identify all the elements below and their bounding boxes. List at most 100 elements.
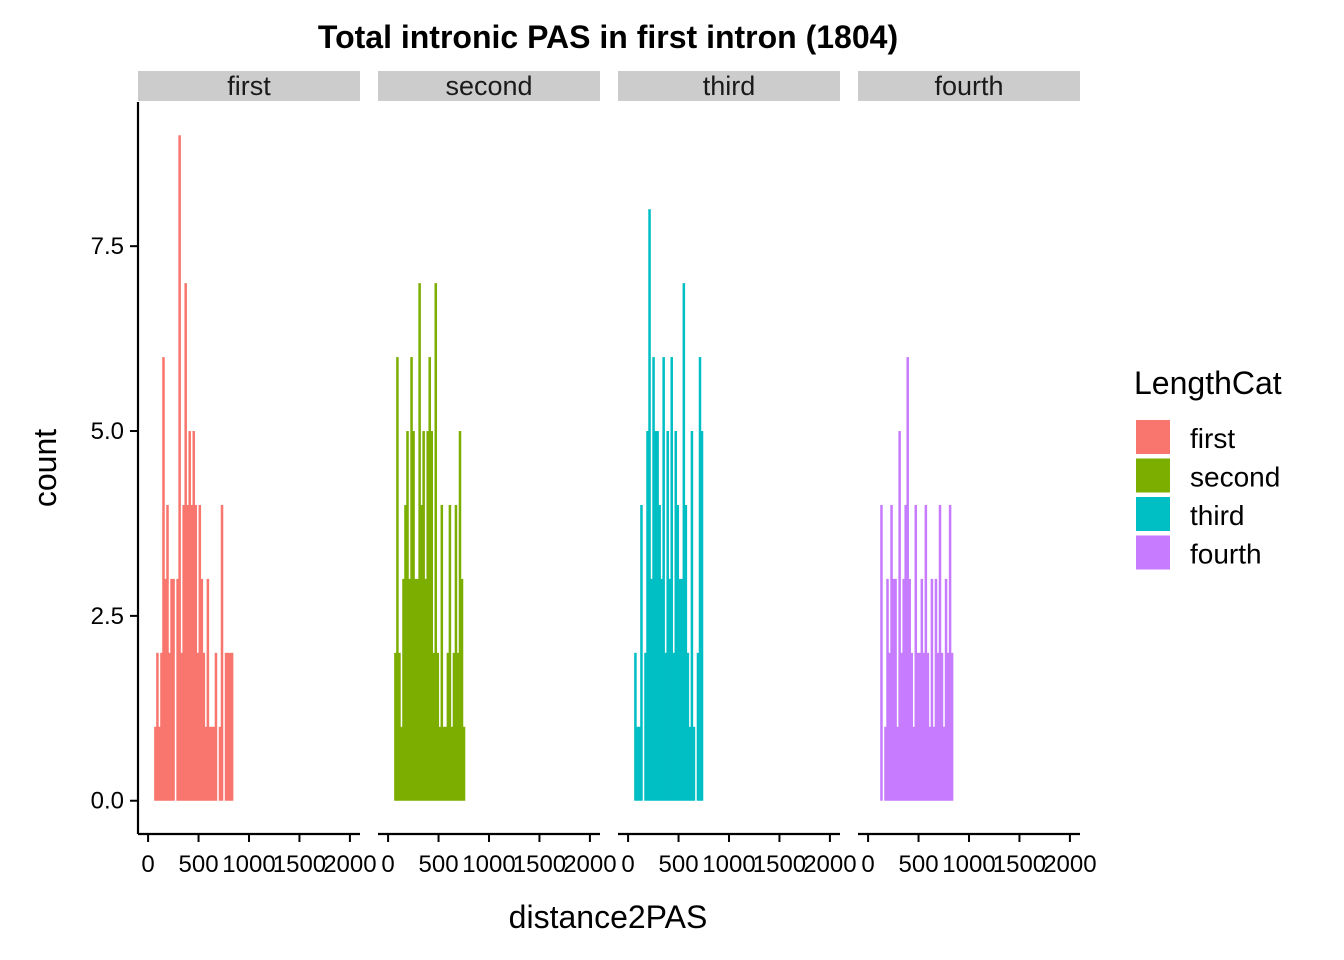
chart-title: Total intronic PAS in first intron (1804… (318, 19, 898, 55)
x-tick-label-first-1000: 1000 (222, 851, 275, 878)
bar-fourth-24 (922, 652, 926, 801)
bar-fourth-36 (946, 652, 950, 801)
y-tick-label-3: 7.5 (91, 233, 124, 260)
bar-second-16 (426, 431, 429, 801)
bar-third-7 (648, 209, 651, 801)
bar-third-15 (664, 652, 667, 801)
bar-first-21 (196, 652, 200, 801)
bar-second-25 (444, 726, 448, 801)
bar-first-7 (168, 652, 171, 801)
bar-first-0 (154, 726, 157, 801)
bar-first-26 (206, 578, 210, 801)
bar-fourth-14 (902, 578, 905, 801)
legend-key-fourth (1136, 535, 1170, 570)
bar-first-19 (192, 431, 196, 801)
strip-label-second: second (445, 71, 532, 101)
bar-second-32 (458, 431, 462, 801)
bar-first-3 (160, 652, 163, 801)
bar-first-38 (230, 652, 234, 801)
strip-label-fourth: fourth (934, 71, 1003, 101)
bar-third-10 (654, 431, 657, 801)
x-tick-label-fourth-1000: 1000 (942, 851, 995, 878)
bar-first-15 (184, 283, 187, 801)
bar-second-13 (420, 504, 423, 801)
bar-first-14 (182, 504, 185, 801)
strip-label-third: third (703, 71, 756, 101)
bar-third-28 (690, 431, 694, 801)
bar-third-20 (674, 431, 678, 801)
bar-third-31 (696, 652, 700, 801)
bar-fourth-18 (910, 652, 913, 801)
legend-key-second (1136, 458, 1170, 493)
bar-third-11 (656, 431, 659, 801)
bar-second-12 (418, 283, 421, 801)
legend: LengthCat first second third fourth (1134, 365, 1282, 570)
bar-fourth-22 (918, 652, 922, 801)
x-tick-label-second-1500: 1500 (513, 851, 566, 878)
bar-third-32 (698, 357, 702, 801)
bar-fourth-38 (950, 652, 954, 801)
bar-first-6 (166, 504, 169, 801)
bar-fourth-32 (938, 504, 942, 801)
bar-third-21 (676, 504, 680, 801)
bar-fourth-6 (886, 578, 889, 801)
bar-first-22 (198, 504, 202, 801)
bar-third-2 (638, 726, 641, 801)
bar-first-24 (202, 652, 206, 801)
bar-first-1 (156, 652, 159, 801)
bar-second-7 (408, 578, 411, 801)
bar-second-8 (410, 357, 413, 801)
bar-second-20 (434, 283, 438, 801)
bar-third-6 (646, 431, 649, 801)
legend-label-second: second (1190, 462, 1280, 493)
bar-fourth-7 (888, 652, 891, 801)
bar-third-0 (634, 652, 637, 801)
y-tick-label-0: 0.0 (91, 788, 124, 815)
bar-third-19 (672, 652, 676, 801)
x-tick-label-fourth-2000: 2000 (1043, 851, 1096, 878)
bar-third-5 (644, 652, 647, 801)
bar-first-8 (170, 578, 173, 801)
bar-fourth-30 (934, 578, 938, 801)
bar-second-5 (404, 504, 407, 801)
bar-fourth-29 (932, 726, 936, 801)
bar-third-23 (680, 578, 684, 801)
bar-first-17 (188, 431, 191, 801)
x-tick-label-first-0: 0 (141, 851, 154, 878)
legend-title: LengthCat (1134, 365, 1282, 401)
bar-fourth-13 (900, 652, 903, 801)
x-tick-label-fourth-500: 500 (899, 851, 939, 878)
bar-first-4 (162, 357, 165, 801)
bar-third-25 (684, 504, 688, 801)
bar-second-24 (442, 726, 446, 801)
bar-first-28 (210, 726, 214, 801)
bar-second-18 (430, 431, 433, 801)
legend-label-fourth: fourth (1190, 539, 1262, 570)
bar-first-2 (158, 726, 161, 801)
bar-second-1 (396, 357, 399, 801)
bar-first-25 (204, 726, 208, 801)
bar-fourth-35 (944, 578, 948, 801)
x-tick-label-second-500: 500 (419, 851, 459, 878)
bar-fourth-25 (924, 504, 928, 801)
bar-second-23 (440, 504, 444, 801)
bar-first-27 (208, 726, 212, 801)
bar-fourth-21 (916, 652, 920, 801)
bar-second-14 (422, 431, 425, 801)
bar-fourth-28 (930, 578, 934, 801)
bar-fourth-37 (948, 504, 952, 801)
bar-second-22 (438, 726, 442, 801)
bar-third-22 (678, 578, 682, 801)
bar-second-0 (394, 652, 397, 801)
bar-fourth-11 (896, 726, 899, 801)
bar-first-12 (178, 135, 181, 801)
bar-first-32 (218, 726, 222, 801)
bar-fourth-9 (892, 578, 895, 801)
bar-third-27 (688, 726, 692, 801)
bar-third-17 (668, 578, 671, 801)
y-axis-title: count (27, 429, 63, 507)
bar-first-9 (172, 578, 175, 801)
bar-third-24 (682, 283, 686, 801)
